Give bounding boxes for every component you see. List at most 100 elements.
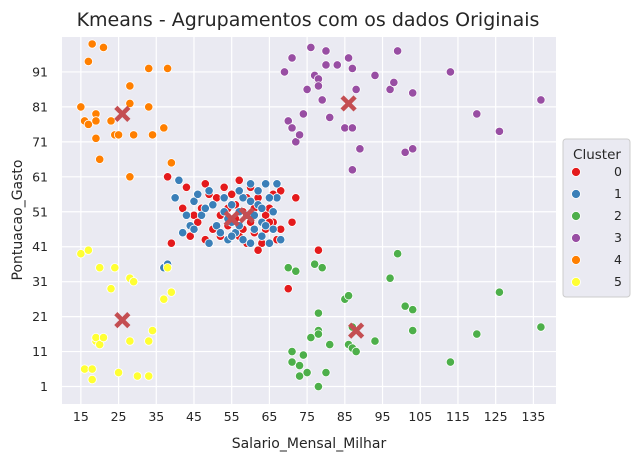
scatter-point-cluster-3 (389, 77, 399, 88)
legend-marker (571, 255, 581, 265)
scatter-point-cluster-3 (494, 126, 505, 136)
scatter-point-cluster-2 (536, 322, 546, 332)
legend-item-cluster-3: 3 (571, 230, 622, 245)
centroid-marker (348, 322, 365, 339)
scatter-point-cluster-2 (294, 360, 305, 371)
scatter-point-cluster-0 (261, 210, 271, 220)
scatter-point-cluster-0 (291, 193, 301, 203)
x-tick-label: 135 (521, 409, 545, 424)
scatter-point-cluster-3 (332, 60, 342, 70)
x-tick-label: 35 (148, 409, 164, 424)
legend-item-cluster-4: 4 (571, 252, 622, 267)
scatter-point-cluster-5 (144, 371, 154, 381)
scatter-point-cluster-4 (95, 154, 105, 164)
scatter-point-cluster-0 (313, 245, 324, 255)
scatter-point-cluster-0 (162, 172, 173, 182)
scatter-point-cluster-4 (76, 102, 86, 112)
legend-item-cluster-0: 0 (571, 164, 622, 179)
scatter-point-cluster-1 (238, 193, 248, 203)
scatter-point-cluster-1 (200, 203, 210, 213)
scatter-point-cluster-1 (245, 196, 256, 206)
centroid-x-stroke (348, 322, 365, 339)
scatter-point-cluster-0 (276, 186, 286, 196)
scatter-point-cluster-0 (287, 217, 297, 227)
scatter-point-cluster-1 (257, 203, 267, 213)
scatter-point-cluster-5 (162, 263, 173, 273)
scatter-point-cluster-3 (393, 46, 403, 56)
x-tick-label: 105 (408, 409, 432, 424)
legend-label: 0 (614, 164, 622, 179)
x-tick-label: 45 (186, 409, 202, 424)
scatter-point-cluster-1 (189, 196, 199, 206)
scatter-point-cluster-3 (294, 130, 305, 140)
scatter-point-cluster-3 (347, 123, 357, 133)
scatter-point-cluster-3 (385, 84, 395, 95)
scatter-point-cluster-1 (227, 200, 237, 210)
scatter-point-cluster-1 (170, 193, 180, 203)
legend-marker (571, 211, 581, 221)
scatter-point-cluster-4 (144, 63, 154, 74)
scatter-point-cluster-1 (249, 210, 259, 220)
scatter-point-cluster-1 (234, 186, 244, 196)
scatter-point-cluster-3 (536, 95, 546, 105)
centroid-x-stroke (114, 105, 131, 122)
scatter-point-cluster-2 (351, 346, 361, 357)
legend-label: 3 (614, 230, 622, 245)
scatter-point-cluster-2 (283, 263, 293, 273)
scatter-point-cluster-5 (166, 287, 176, 297)
scatter-point-cluster-0 (234, 175, 244, 185)
scatter-point-cluster-2 (313, 329, 324, 339)
x-tick-label: 15 (73, 409, 89, 424)
centroid-marker (223, 210, 240, 227)
scatter-point-cluster-3 (302, 84, 312, 95)
scatter-point-cluster-3 (298, 109, 308, 119)
scatter-point-cluster-4 (162, 63, 173, 74)
cluster-centroids (114, 95, 365, 339)
x-tick-label: 125 (484, 409, 508, 424)
legend-label: 2 (614, 208, 622, 223)
scatter-point-cluster-5 (125, 336, 135, 346)
plot-area (62, 37, 556, 404)
scatter-point-cluster-3 (279, 67, 290, 77)
scatter-point-cluster-1 (181, 210, 192, 220)
scatter-point-cluster-1 (264, 238, 275, 248)
scatter-point-cluster-1 (208, 200, 218, 210)
legend-label: 1 (614, 186, 622, 201)
scatter-point-cluster-1 (264, 193, 275, 203)
scatter-point-cluster-0 (185, 231, 195, 241)
y-tick-label: 31 (32, 274, 48, 289)
scatter-point-cluster-4 (147, 130, 158, 140)
centroid-x-stroke (223, 210, 240, 227)
scatter-point-cluster-3 (347, 165, 357, 175)
scatter-point-cluster-4 (91, 116, 101, 126)
scatter-point-cluster-5 (144, 336, 154, 346)
scatter-point-cluster-5 (147, 325, 158, 336)
x-tick-label: 55 (224, 409, 240, 424)
scatter-point-cluster-3 (472, 109, 482, 119)
scatter-point-cluster-4 (166, 158, 176, 168)
legend-marker (571, 233, 581, 243)
centroid-marker (238, 207, 255, 224)
scatter-point-cluster-1 (272, 179, 282, 189)
scatter-point-cluster-5 (110, 263, 120, 273)
scatter-point-cluster-2 (385, 273, 395, 283)
scatter-point-cluster-2 (291, 266, 301, 276)
scatter-point-cluster-1 (178, 228, 188, 238)
scatter-point-cluster-4 (129, 130, 139, 140)
x-tick-labels: 15 25 35 45 55 65 75 85 95 105 115 125 135 (73, 409, 545, 424)
scatter-point-cluster-1 (261, 221, 271, 231)
scatter-point-cluster-1 (215, 228, 225, 238)
centroid-marker (114, 312, 131, 329)
scatter-point-cluster-0 (276, 224, 286, 234)
scatter-point-cluster-1 (253, 186, 263, 196)
scatter-point-cluster-0 (166, 238, 176, 248)
scatter-point-cluster-3 (287, 123, 297, 133)
scatter-point-cluster-2 (494, 287, 505, 297)
scatter-point-cluster-5 (98, 332, 109, 343)
scatter-point-cluster-2 (313, 308, 324, 318)
scatter-point-cluster-3 (408, 88, 418, 98)
scatter-point-cluster-4 (144, 102, 154, 112)
y-tick-label: 61 (32, 169, 48, 184)
scatter-point-cluster-3 (306, 42, 316, 53)
